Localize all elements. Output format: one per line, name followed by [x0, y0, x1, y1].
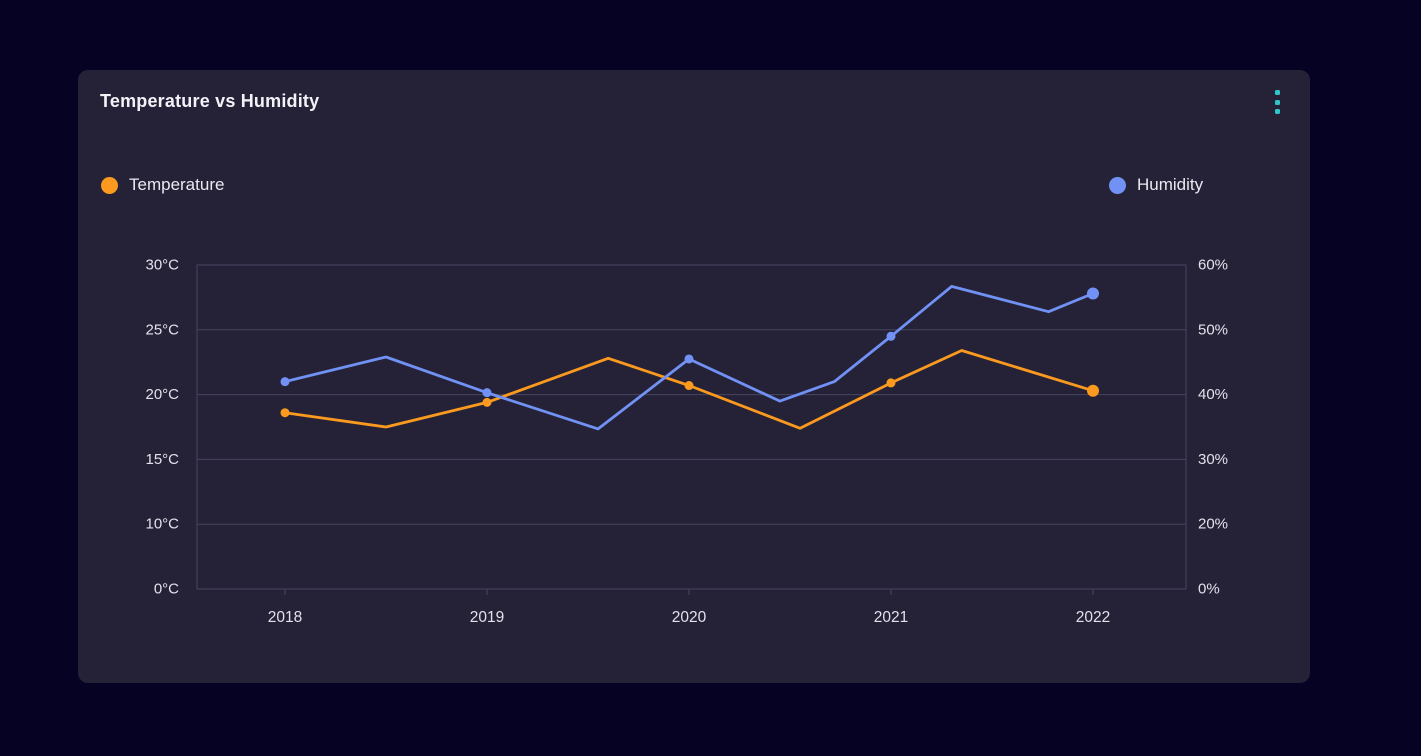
y-axis-left-label: 15°C [145, 451, 179, 468]
legend-label-humidity: Humidity [1137, 175, 1204, 194]
temperature-legend-dot-icon [101, 176, 118, 194]
humidity-data-point-marker[interactable] [684, 354, 694, 364]
y-axis-left-label: 20°C [145, 386, 179, 403]
kebab-dot [1274, 99, 1280, 105]
y-axis-right-label: 60% [1198, 257, 1228, 274]
line-chart: 2018 2019 2020 2021 2022 0°C 10°C 15°C 20°C 25°C 3… [145, 257, 1228, 627]
x-axis-label: 2020 [672, 609, 707, 626]
temperature-data-point-marker[interactable] [886, 378, 896, 388]
temperature-data-point-marker[interactable] [684, 381, 694, 391]
x-axis-label: 2019 [470, 609, 504, 626]
y-axis-right-label: 50% [1198, 321, 1228, 338]
humidity-data-point-marker[interactable] [280, 377, 290, 387]
kebab-menu-icon[interactable] [1268, 86, 1286, 118]
humidity-data-point-marker[interactable] [886, 331, 896, 341]
kebab-dot [1274, 109, 1280, 114]
humidity-line[interactable] [283, 284, 1095, 431]
plot-border [196, 264, 1187, 590]
y-axis-left-label: 0°C [154, 581, 179, 598]
legend-label-temperature: Temperature [129, 175, 225, 194]
temperature-data-point-marker[interactable] [280, 408, 290, 418]
legend-item-humidity[interactable]: Humidity [1109, 173, 1203, 197]
humidity-data-point-marker[interactable] [1087, 287, 1099, 300]
x-axis-label: 2021 [874, 609, 908, 626]
temperature-data-point-marker[interactable] [482, 397, 492, 407]
kebab-dot [1274, 90, 1280, 95]
temperature-data-point-marker[interactable] [1087, 384, 1099, 397]
x-axis-label: 2022 [1076, 609, 1110, 626]
y-axis-left-label: 30°C [145, 257, 179, 274]
chart-title: Temperature vs Humidity [100, 91, 320, 111]
y-axis-right-label: 0% [1198, 581, 1220, 598]
y-axis-left-label: 10°C [145, 516, 179, 533]
y-axis-right-label: 20% [1198, 516, 1228, 533]
y-axis-right-label: 30% [1198, 451, 1228, 468]
humidity-data-point-marker[interactable] [482, 388, 492, 398]
legend-item-temperature[interactable]: Temperature [101, 173, 224, 197]
chart-card: Temperature vs Humidity Temperature Humi… [78, 70, 1310, 683]
y-axis-right-label: 40% [1198, 386, 1228, 403]
y-axis-left-label: 25°C [145, 321, 179, 338]
x-axis-label: 2018 [268, 609, 302, 626]
humidity-legend-dot-icon [1109, 176, 1126, 194]
